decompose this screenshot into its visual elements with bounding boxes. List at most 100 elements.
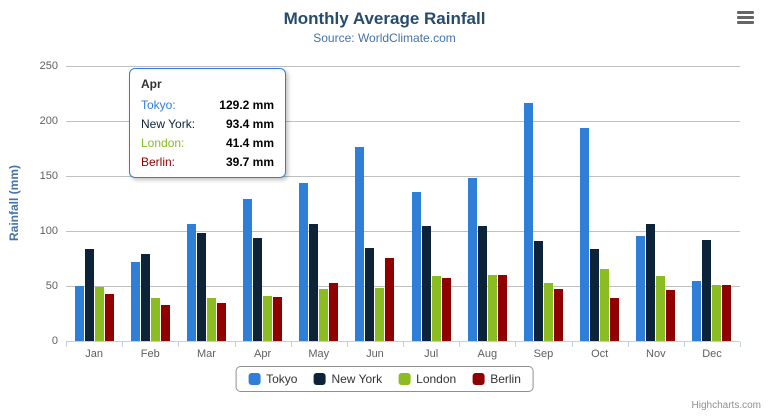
bar-group-sep [515, 66, 571, 341]
y-tick-label: 250 [39, 60, 58, 72]
bar-london-feb[interactable] [150, 298, 160, 341]
bar-tokyo-apr[interactable] [243, 198, 253, 341]
bar-berlin-dec[interactable] [722, 284, 732, 341]
bar-new-york-jun[interactable] [365, 248, 375, 341]
bar-tokyo-feb[interactable] [130, 262, 140, 341]
bar-new-york-sep[interactable] [533, 240, 543, 341]
gridline [66, 176, 740, 177]
credits-link[interactable]: Highcharts.com [691, 400, 761, 411]
bar-new-york-feb[interactable] [140, 254, 150, 341]
bar-berlin-mar[interactable] [216, 303, 226, 341]
tooltip-value: 93.4 mm [225, 117, 274, 131]
legend-label: Berlin [490, 372, 521, 386]
legend-swatch [313, 373, 326, 385]
bar-tokyo-jun[interactable] [355, 147, 365, 341]
bar-new-york-nov[interactable] [646, 223, 656, 341]
x-axis-tick [683, 342, 685, 347]
bar-group-nov [628, 66, 684, 341]
bar-group-jan [66, 66, 122, 341]
legend-item-tokyo[interactable]: Tokyo [248, 372, 297, 386]
bar-group-feb [122, 66, 178, 341]
bar-group-jul [403, 66, 459, 341]
bar-berlin-apr[interactable] [273, 297, 283, 341]
bar-tokyo-aug[interactable] [467, 177, 477, 341]
bar-london-nov[interactable] [656, 275, 666, 341]
bar-new-york-oct[interactable] [590, 249, 600, 341]
chart-subtitle: Source: WorldClimate.com [313, 31, 456, 45]
bar-tokyo-sep[interactable] [523, 103, 533, 341]
bar-tokyo-may[interactable] [299, 182, 309, 341]
bar-london-may[interactable] [319, 289, 329, 341]
tooltip-series-label: Tokyo: [141, 98, 176, 112]
bar-group-aug [459, 66, 515, 341]
legend-item-berlin[interactable]: Berlin [472, 372, 521, 386]
gridline [66, 66, 740, 67]
bar-berlin-feb[interactable] [160, 304, 170, 341]
x-axis-tick [740, 342, 741, 347]
tooltip-rows: Tokyo: 129.2 mm New York: 93.4 mm London: 41.… [141, 98, 274, 169]
y-tick-label: 100 [39, 225, 58, 237]
legend-swatch [398, 373, 411, 385]
legend-item-london[interactable]: London [398, 372, 456, 386]
gridline [66, 231, 740, 232]
bar-london-jun[interactable] [375, 287, 385, 341]
x-axis-tick [515, 342, 517, 347]
tooltip: Apr Tokyo: 129.2 mm New York: 93.4 mm London… [129, 68, 286, 178]
bar-berlin-jul[interactable] [441, 277, 451, 341]
x-axis-tick [122, 342, 124, 347]
bar-group-dec [684, 66, 740, 341]
bar-london-dec[interactable] [712, 284, 722, 341]
bar-london-sep[interactable] [543, 283, 553, 341]
bar-tokyo-mar[interactable] [186, 224, 196, 341]
bar-tokyo-oct[interactable] [580, 127, 590, 341]
bar-london-jul[interactable] [431, 276, 441, 341]
bar-new-york-apr[interactable] [253, 238, 263, 341]
x-tick-label: Aug [477, 348, 498, 360]
bar-berlin-nov[interactable] [666, 289, 676, 341]
bar-new-york-jan[interactable] [84, 249, 94, 341]
bar-tokyo-jul[interactable] [411, 191, 421, 341]
x-tick-label: Nov [646, 348, 666, 360]
bar-new-york-jul[interactable] [421, 225, 431, 341]
bar-new-york-dec[interactable] [702, 239, 712, 341]
legend-label: New York [331, 372, 383, 386]
bar-new-york-aug[interactable] [477, 226, 487, 341]
bar-group-mar [178, 66, 234, 341]
bar-berlin-oct[interactable] [610, 298, 620, 341]
x-tick-label: Sep [533, 348, 554, 360]
tooltip-value: 129.2 mm [219, 98, 274, 112]
legend-label: London [416, 372, 457, 386]
bar-berlin-jan[interactable] [104, 294, 114, 341]
tooltip-series-label: New York: [141, 117, 196, 131]
bar-tokyo-dec[interactable] [692, 281, 702, 341]
tooltip-header: Apr [141, 77, 162, 91]
bar-group-jun [347, 66, 403, 341]
bar-new-york-may[interactable] [309, 224, 319, 341]
bar-london-mar[interactable] [206, 297, 216, 341]
x-tick-label: Oct [591, 348, 609, 360]
tooltip-value: 39.7 mm [225, 155, 274, 169]
bar-tokyo-jan[interactable] [74, 286, 84, 341]
bar-new-york-mar[interactable] [196, 232, 206, 341]
x-tick-label: Mar [196, 348, 216, 360]
x-tick-label: Dec [702, 348, 722, 360]
bar-berlin-aug[interactable] [497, 274, 507, 341]
bar-london-oct[interactable] [600, 269, 610, 341]
bar-berlin-may[interactable] [329, 283, 339, 341]
bar-berlin-jun[interactable] [385, 258, 395, 341]
bar-london-apr[interactable] [263, 295, 273, 341]
x-axis-tick [459, 342, 461, 347]
bar-london-aug[interactable] [487, 275, 497, 341]
bar-tokyo-nov[interactable] [636, 235, 646, 341]
x-ticks [66, 342, 741, 348]
x-tick-label: Feb [140, 348, 160, 360]
bar-group-oct [572, 66, 628, 341]
bar-london-jan[interactable] [94, 287, 104, 341]
legend-item-new-york[interactable]: New York [313, 372, 382, 386]
x-axis-labels: Jan Feb Mar Apr May Jun Jul Aug Sep Oct Nov Dec [66, 348, 740, 360]
x-tick-label: Jan [85, 348, 103, 360]
hamburger-menu-icon[interactable] [737, 11, 754, 26]
legend-swatch [248, 373, 261, 385]
bar-berlin-sep[interactable] [553, 288, 563, 341]
